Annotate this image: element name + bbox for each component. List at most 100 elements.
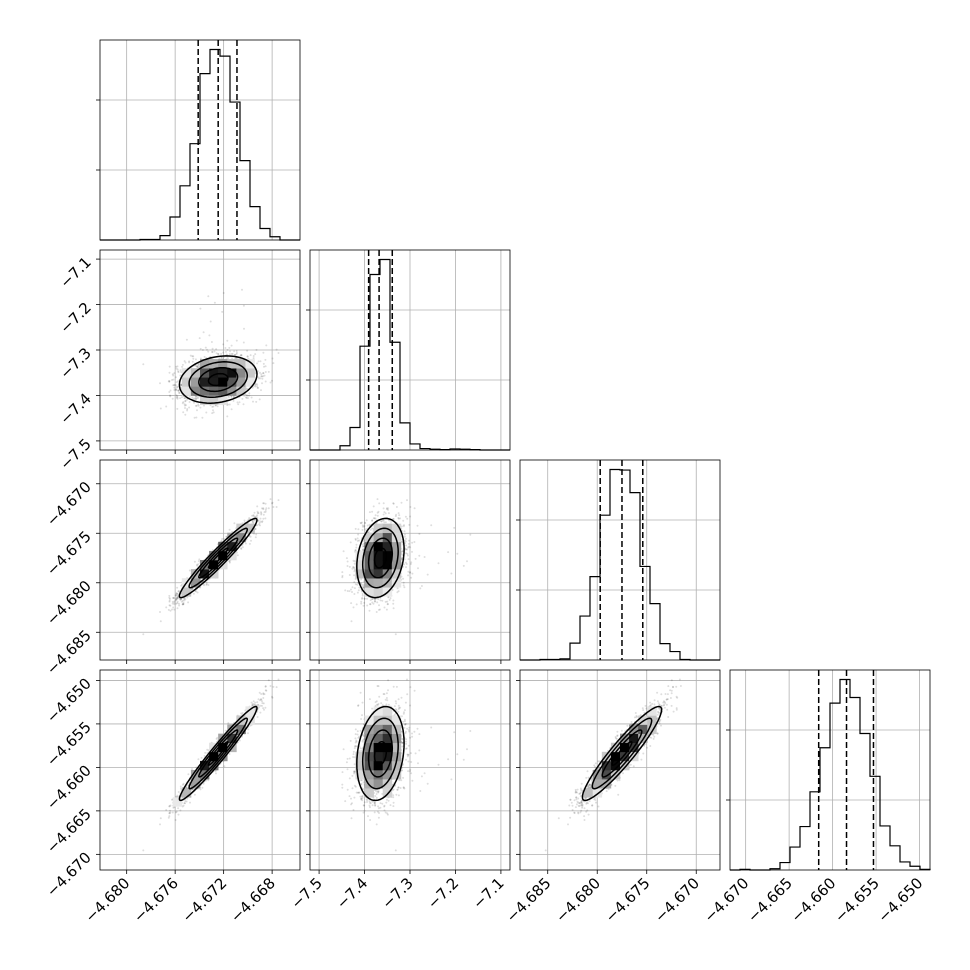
- sample-point: [228, 346, 231, 349]
- sample-point: [215, 348, 218, 351]
- sample-point: [371, 601, 374, 604]
- sample-point: [176, 607, 179, 610]
- sample-point: [222, 292, 225, 294]
- sample-point: [368, 609, 371, 612]
- sample-point: [349, 541, 352, 544]
- sample-point: [226, 348, 229, 351]
- sample-point: [226, 339, 229, 342]
- sample-point: [238, 401, 241, 404]
- sample-point: [201, 416, 204, 419]
- sample-point: [272, 506, 275, 508]
- sample-point: [368, 511, 371, 514]
- sample-point: [228, 528, 231, 531]
- sample-point: [179, 369, 182, 372]
- sample-point: [165, 606, 168, 609]
- sample-point: [195, 398, 198, 401]
- sample-point: [275, 348, 278, 351]
- sample-point: [382, 513, 385, 516]
- sample-point: [194, 396, 197, 398]
- panel-frame: [309, 249, 511, 451]
- sample-point: [256, 505, 259, 508]
- sample-point: [456, 552, 459, 555]
- sample-point: [246, 387, 249, 390]
- sample-point: [167, 380, 170, 383]
- sample-point: [243, 519, 246, 522]
- sample-point: [204, 346, 207, 349]
- sample-point: [392, 502, 395, 505]
- sample-point: [173, 389, 176, 391]
- sample-point: [387, 596, 390, 599]
- sample-point: [246, 355, 249, 358]
- sample-point: [225, 535, 228, 538]
- sample-point: [375, 611, 378, 613]
- panel-frame: [519, 459, 721, 661]
- sample-point: [418, 532, 421, 535]
- sample-point: [168, 594, 171, 597]
- sample-point: [248, 542, 251, 545]
- sample-point: [177, 389, 180, 392]
- sample-point: [392, 607, 395, 610]
- sample-point: [262, 362, 265, 365]
- sample-point: [194, 358, 197, 361]
- sample-point: [413, 541, 416, 543]
- sample-point: [261, 377, 264, 380]
- sample-point: [216, 405, 219, 408]
- sample-point: [181, 402, 184, 405]
- sample-point: [184, 397, 187, 400]
- sample-point: [409, 546, 412, 549]
- sample-point: [341, 571, 344, 574]
- sample-point: [248, 394, 251, 397]
- sample-point: [269, 381, 272, 384]
- sample-point: [264, 510, 267, 513]
- sample-point: [259, 360, 262, 363]
- sample-point: [241, 288, 243, 291]
- sample-point: [178, 602, 180, 605]
- sample-point: [175, 597, 178, 600]
- sample-point: [226, 415, 229, 418]
- sample-point: [447, 551, 450, 554]
- sample-point: [355, 543, 358, 546]
- sample-point: [197, 396, 200, 399]
- sample-point: [265, 344, 268, 347]
- sample-point: [175, 594, 178, 597]
- sample-point: [181, 363, 184, 366]
- sample-point: [356, 591, 359, 594]
- sample-point: [406, 552, 409, 555]
- sample-point: [256, 362, 259, 365]
- sample-point: [207, 350, 210, 353]
- sample-point: [249, 535, 252, 538]
- sample-point: [172, 378, 175, 381]
- sample-point: [262, 351, 265, 354]
- sample-point: [387, 512, 390, 515]
- sample-point: [202, 331, 205, 334]
- sample-point: [255, 348, 258, 351]
- sample-point: [246, 394, 249, 397]
- sample-point: [197, 403, 200, 406]
- sample-point: [264, 371, 267, 373]
- sample-point: [395, 506, 398, 508]
- sample-point: [259, 371, 261, 374]
- sample-point: [203, 355, 206, 358]
- sample-point: [174, 388, 177, 391]
- sample-point: [185, 338, 188, 341]
- sample-point: [377, 510, 380, 513]
- sample-point: [405, 566, 407, 569]
- sample-point: [402, 577, 405, 580]
- sample-point: [260, 511, 262, 514]
- sample-point: [407, 542, 410, 545]
- hist-panel-3: [726, 669, 931, 871]
- sample-point: [175, 389, 178, 392]
- sample-point: [206, 348, 208, 351]
- sample-point: [264, 365, 267, 368]
- sample-point: [198, 337, 201, 340]
- sample-point: [211, 350, 214, 353]
- sample-point: [211, 412, 214, 415]
- sample-point: [376, 601, 379, 604]
- sample-point: [240, 354, 243, 357]
- hist-panel-2: [516, 459, 721, 661]
- sample-point: [230, 408, 233, 411]
- panel-frame: [99, 39, 301, 241]
- sample-point: [230, 396, 233, 398]
- sample-point: [233, 350, 236, 353]
- sample-point: [253, 511, 256, 514]
